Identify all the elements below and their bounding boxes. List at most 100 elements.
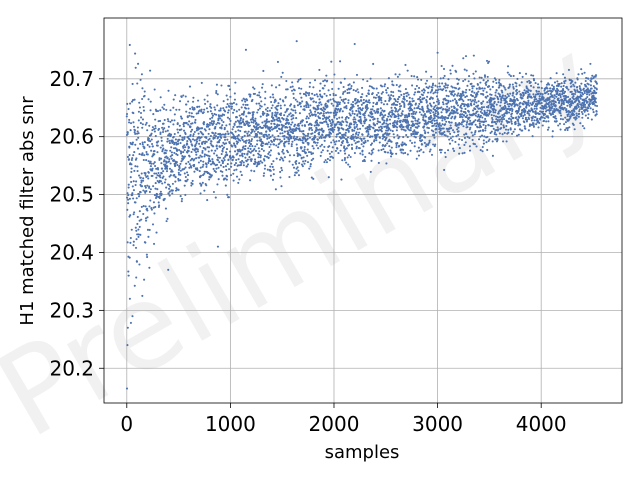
data-point xyxy=(555,95,558,98)
data-point xyxy=(409,149,412,152)
data-point xyxy=(322,129,325,132)
data-point xyxy=(313,131,316,134)
data-point xyxy=(432,101,435,104)
data-point xyxy=(376,101,379,104)
data-point xyxy=(509,128,512,131)
data-point xyxy=(439,148,442,151)
data-point xyxy=(549,113,553,116)
data-point xyxy=(326,79,329,82)
data-point xyxy=(228,123,231,126)
data-point xyxy=(450,121,453,124)
data-point xyxy=(211,114,215,117)
data-point xyxy=(189,130,193,133)
data-point xyxy=(515,88,518,92)
data-point xyxy=(214,132,217,135)
data-point xyxy=(194,151,198,154)
data-point xyxy=(414,91,417,94)
data-point xyxy=(377,129,380,132)
data-point xyxy=(153,212,156,215)
data-point xyxy=(293,106,296,109)
data-point xyxy=(278,117,281,120)
data-point xyxy=(552,87,555,90)
data-point xyxy=(296,80,299,83)
data-point xyxy=(154,196,158,200)
data-point xyxy=(355,145,358,148)
data-point xyxy=(159,180,163,183)
data-point xyxy=(441,115,444,118)
data-point xyxy=(169,162,172,165)
data-point xyxy=(479,125,483,129)
data-point xyxy=(327,117,330,120)
data-point xyxy=(529,102,532,105)
data-point xyxy=(210,140,213,143)
data-point xyxy=(583,71,586,74)
data-point xyxy=(449,137,453,140)
data-point xyxy=(140,185,144,188)
data-point xyxy=(308,85,311,88)
data-point xyxy=(240,163,243,167)
data-point xyxy=(280,169,284,172)
data-point xyxy=(331,146,334,149)
data-point xyxy=(152,113,155,116)
data-point xyxy=(142,158,145,162)
data-point xyxy=(201,150,204,153)
data-point xyxy=(271,93,274,96)
data-point xyxy=(406,153,409,156)
data-point xyxy=(206,100,209,103)
data-point xyxy=(129,129,132,132)
data-point xyxy=(406,91,409,94)
data-point xyxy=(391,152,394,155)
data-point xyxy=(190,184,193,187)
data-point xyxy=(442,77,445,80)
data-point xyxy=(345,115,348,118)
data-point xyxy=(519,105,522,108)
data-point xyxy=(242,161,245,164)
data-point xyxy=(224,142,228,145)
data-point xyxy=(423,89,426,92)
data-point xyxy=(319,112,323,115)
data-point xyxy=(269,154,272,157)
data-point xyxy=(463,143,466,146)
data-point xyxy=(480,108,483,111)
data-point xyxy=(478,122,481,125)
data-point xyxy=(236,141,239,144)
data-point xyxy=(400,128,404,131)
data-point xyxy=(497,101,500,104)
data-point xyxy=(512,74,515,78)
data-point xyxy=(301,165,304,168)
data-point xyxy=(205,184,208,187)
data-point xyxy=(358,111,361,114)
data-point xyxy=(372,105,375,108)
data-point xyxy=(429,91,432,94)
data-point xyxy=(463,68,466,71)
data-point xyxy=(292,114,295,117)
data-point xyxy=(131,185,134,188)
data-point xyxy=(331,120,335,123)
data-point xyxy=(131,143,134,146)
data-point xyxy=(418,102,421,105)
data-point xyxy=(434,131,437,134)
data-point xyxy=(279,170,282,174)
data-point xyxy=(290,143,293,146)
data-point xyxy=(419,136,422,139)
data-point xyxy=(309,151,312,154)
data-point xyxy=(261,86,264,89)
data-point xyxy=(494,91,497,94)
data-point xyxy=(521,75,524,78)
data-point xyxy=(283,145,286,148)
data-point xyxy=(530,123,534,127)
data-point xyxy=(255,102,258,105)
data-point xyxy=(147,98,150,101)
data-point xyxy=(253,130,256,133)
data-point xyxy=(202,111,205,114)
data-point xyxy=(209,105,212,108)
data-point xyxy=(330,123,333,126)
data-point xyxy=(466,135,469,138)
data-point xyxy=(212,122,215,125)
data-point xyxy=(263,103,266,106)
data-point xyxy=(589,84,592,87)
data-point xyxy=(132,244,135,247)
data-point xyxy=(482,142,485,145)
data-point xyxy=(190,112,193,115)
data-point xyxy=(236,125,239,129)
